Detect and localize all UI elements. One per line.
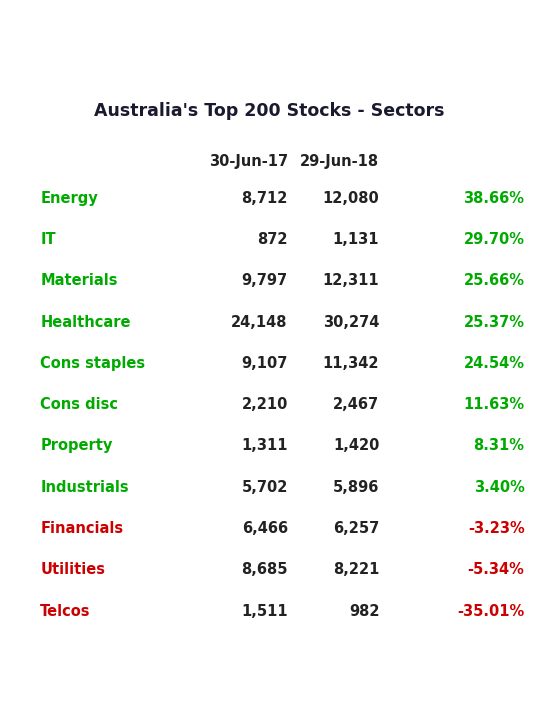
Text: 25.66%: 25.66% (464, 274, 525, 288)
Text: 3.40%: 3.40% (473, 480, 525, 495)
Text: 30,274: 30,274 (323, 314, 379, 330)
Text: 8,221: 8,221 (333, 562, 379, 577)
Text: 11,342: 11,342 (323, 356, 379, 370)
Text: Healthcare: Healthcare (40, 314, 131, 330)
Text: 1,311: 1,311 (242, 439, 288, 453)
Text: 9,797: 9,797 (242, 274, 288, 288)
Text: Energy: Energy (40, 191, 98, 205)
Text: 1,511: 1,511 (241, 604, 288, 618)
Text: Telcos: Telcos (40, 604, 91, 618)
Text: 24,148: 24,148 (231, 314, 288, 330)
Text: 982: 982 (349, 604, 379, 618)
Text: Property: Property (40, 439, 113, 453)
Text: 5,702: 5,702 (242, 480, 288, 495)
Text: 1,131: 1,131 (333, 232, 379, 247)
Text: Utilities: Utilities (40, 562, 105, 577)
Text: 12,311: 12,311 (323, 274, 379, 288)
Text: -5.34%: -5.34% (468, 562, 525, 577)
Text: 30-Jun-17: 30-Jun-17 (209, 154, 288, 169)
Text: 872: 872 (257, 232, 288, 247)
Text: 6,257: 6,257 (333, 521, 379, 536)
Text: Australia's Top 200 Stocks - Sectors: Australia's Top 200 Stocks - Sectors (94, 102, 444, 121)
Text: 8,712: 8,712 (242, 191, 288, 205)
Text: 12,080: 12,080 (323, 191, 379, 205)
Text: 5,896: 5,896 (333, 480, 379, 495)
Text: 29.70%: 29.70% (464, 232, 525, 247)
Text: Materials: Materials (40, 274, 118, 288)
Text: Financials: Financials (40, 521, 124, 536)
Text: 2,210: 2,210 (242, 397, 288, 412)
Text: 24.54%: 24.54% (464, 356, 525, 370)
Text: 2,467: 2,467 (333, 397, 379, 412)
Text: 38.66%: 38.66% (464, 191, 525, 205)
Text: 1,420: 1,420 (333, 439, 379, 453)
Text: 29-Jun-18: 29-Jun-18 (300, 154, 379, 169)
Text: IT: IT (40, 232, 56, 247)
Text: Industrials: Industrials (40, 480, 129, 495)
Text: -35.01%: -35.01% (457, 604, 525, 618)
Text: Cons disc: Cons disc (40, 397, 118, 412)
Text: Cons staples: Cons staples (40, 356, 145, 370)
Text: 11.63%: 11.63% (463, 397, 525, 412)
Text: 8.31%: 8.31% (473, 439, 525, 453)
Text: -3.23%: -3.23% (468, 521, 525, 536)
Text: 8,685: 8,685 (242, 562, 288, 577)
Text: 25.37%: 25.37% (464, 314, 525, 330)
Text: 9,107: 9,107 (242, 356, 288, 370)
Text: 6,466: 6,466 (242, 521, 288, 536)
